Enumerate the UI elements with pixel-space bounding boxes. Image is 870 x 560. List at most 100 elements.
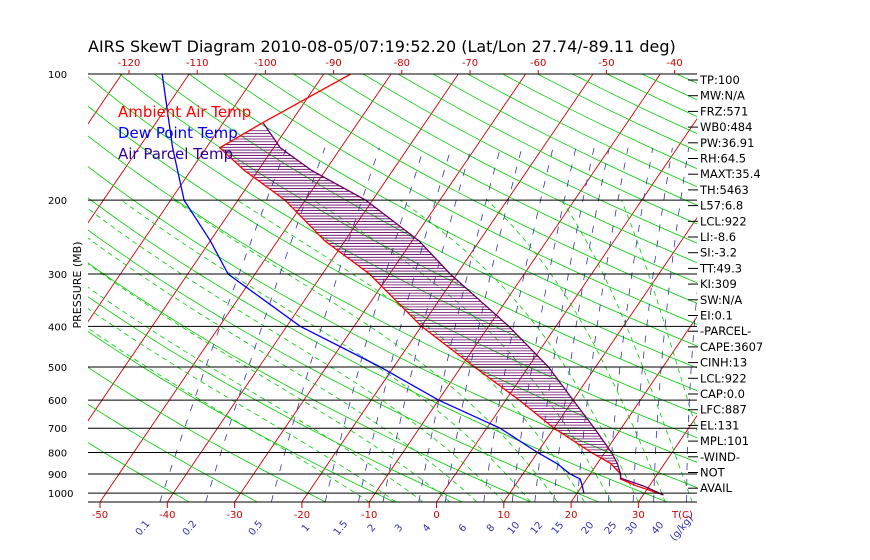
info-item: LCL:922 xyxy=(700,214,747,228)
pressure-tick-label: 400 xyxy=(48,322,67,333)
dry-adiabat-line xyxy=(397,74,697,225)
info-item: LCL:922 xyxy=(700,371,747,385)
plot-area xyxy=(0,74,697,502)
moist-adiabat-line xyxy=(88,286,424,502)
dry-adiabat-line xyxy=(328,74,697,264)
top-temp-tick-label: -100 xyxy=(254,58,277,69)
dry-adiabat-line xyxy=(88,197,668,502)
legend-item: Air Parcel Temp xyxy=(118,145,233,163)
mixing-ratio-tick-label: 0.1 xyxy=(134,519,153,538)
pressure-tick-label: 100 xyxy=(48,70,67,81)
bottom-temp-tick-label: -50 xyxy=(92,510,108,521)
cape-hatch xyxy=(220,130,620,473)
info-item: -WIND- xyxy=(700,450,740,464)
info-item: KI:309 xyxy=(700,277,737,291)
info-item: PW:36.91 xyxy=(700,136,754,150)
moist-adiabat-line xyxy=(88,327,370,502)
dry-adiabat-line xyxy=(641,74,697,101)
legend-item: Dew Point Temp xyxy=(118,124,238,142)
dry-adiabat-line xyxy=(88,229,599,502)
mixing-ratio-tick-label: 12 xyxy=(529,520,546,537)
dry-adiabat-line xyxy=(88,403,258,502)
pressure-tick-label: 600 xyxy=(48,396,67,407)
info-item: CAPE:3607 xyxy=(700,340,763,354)
isotherm-line xyxy=(99,74,392,502)
mixing-ratio-tick-label: 2 xyxy=(366,522,379,534)
info-item: SI:-3.2 xyxy=(700,246,737,260)
isotherm-line xyxy=(503,217,697,502)
moist-adiabat-line xyxy=(88,263,451,502)
axis-ticks: -50 -40 -30 -20 -10 0 10 20 30 T(C)-120 -110 -100 -9… xyxy=(92,58,696,543)
mixing-ratio-tick-label: 40 xyxy=(650,520,667,537)
dry-adiabat-line xyxy=(88,330,395,502)
moist-adiabat-line xyxy=(399,199,639,502)
moist-adiabat-line xyxy=(88,208,505,502)
mixing-ratio-lines xyxy=(159,147,697,502)
top-temp-tick-label: -90 xyxy=(325,58,341,69)
mixing-ratio-tick-label: 10 xyxy=(506,520,523,537)
bottom-temp-tick-label: -30 xyxy=(226,510,242,521)
isotherm-line xyxy=(570,316,697,502)
dry-adiabat-line xyxy=(502,74,697,170)
chart-title: AIRS SkewT Diagram 2010-08-05/07:19:52.2… xyxy=(88,37,676,56)
info-item: EL:131 xyxy=(700,418,740,432)
pressure-tick-label: 300 xyxy=(48,270,67,281)
pressure-tick-label: 700 xyxy=(48,424,67,435)
moist-adiabat-line xyxy=(237,199,585,502)
isotherm-line xyxy=(88,74,190,224)
legend-item: Ambient Air Temp xyxy=(118,103,251,121)
mixing-ratio-tick-label: 0.2 xyxy=(181,519,200,538)
info-item: TP:100 xyxy=(699,73,740,87)
legend: Ambient Air Temp Dew Point Temp Air Parcel… xyxy=(118,103,251,163)
isotherm-line xyxy=(88,74,325,422)
top-temp-tick-label: -70 xyxy=(462,58,478,69)
mixing-ratio-tick-label: 6 xyxy=(457,522,470,534)
bottom-temp-axis-label: T(C) xyxy=(671,510,693,521)
isotherm-line xyxy=(638,415,697,502)
moist-adiabat-line xyxy=(121,199,532,502)
bottom-temp-tick-label: 10 xyxy=(497,510,510,521)
moist-adiabat-line xyxy=(313,199,612,502)
info-item: NOT xyxy=(700,466,726,480)
info-item: LI:-8.6 xyxy=(700,230,736,244)
top-temp-tick-label: -80 xyxy=(394,58,410,69)
dry-adiabat-line xyxy=(88,366,326,502)
pressure-tick-label: 200 xyxy=(48,196,67,207)
info-item: RH:64.5 xyxy=(700,152,746,166)
top-temp-tick-label: -50 xyxy=(598,58,614,69)
isotherm-line xyxy=(166,74,459,502)
pressure-tick-label: 500 xyxy=(48,363,67,374)
dry-adiabat-line xyxy=(258,74,697,304)
moist-adiabat-line xyxy=(561,199,693,502)
isotherm-line xyxy=(234,74,527,502)
bottom-temp-tick-label: -20 xyxy=(294,510,310,521)
parcel-temp-line xyxy=(262,122,664,496)
bottom-temp-tick-label: 30 xyxy=(632,510,645,521)
top-temp-tick-label: -40 xyxy=(666,58,682,69)
info-item: WB0:484 xyxy=(700,120,752,134)
pressure-tick-label: 800 xyxy=(48,449,67,460)
mixing-ratio-tick-label: 25 xyxy=(603,520,620,537)
y-axis-label: PRESSURE (MB) xyxy=(71,242,84,329)
info-item: CAP:0.0 xyxy=(700,387,745,401)
isotherm-line xyxy=(301,74,594,502)
mixing-ratio-tick-label: 1.5 xyxy=(332,519,351,538)
moist-adiabat-line xyxy=(486,199,666,502)
info-item: MPL:101 xyxy=(700,434,749,448)
mixing-ratio-tick-label: 15 xyxy=(550,520,567,537)
moist-adiabat-line xyxy=(88,308,397,502)
ambient-temp-line xyxy=(218,74,664,496)
info-item: L57:6.8 xyxy=(700,199,743,213)
info-item: TH:5463 xyxy=(699,183,749,197)
bottom-temp-tick-label: 0 xyxy=(433,510,439,521)
mixing-ratio-tick-label: 0.5 xyxy=(247,519,266,538)
mixing-ratio-tick-label: 4 xyxy=(421,522,434,534)
info-item: TT:49.3 xyxy=(699,261,742,275)
mixing-ratio-line xyxy=(653,147,690,502)
isotherm-line xyxy=(88,74,123,125)
isobar-lines: 1000 900 800 700 600 500 400 300 200 100 xyxy=(48,70,697,503)
isotherm-line xyxy=(0,74,55,502)
pressure-tick-label: 900 xyxy=(48,470,67,481)
